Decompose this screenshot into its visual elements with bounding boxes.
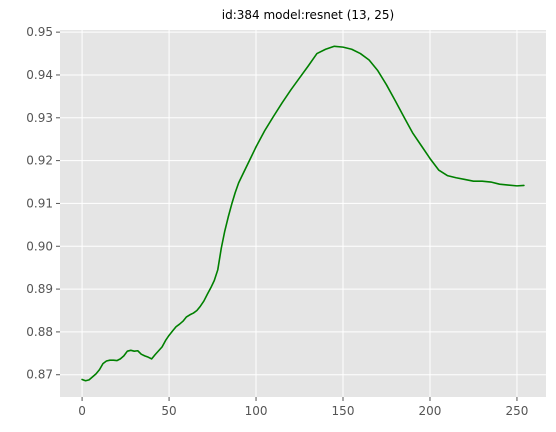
x-tick-label: 250 [505,404,528,418]
y-tick-label: 0.92 [26,154,53,168]
y-axis: 0.87 0.88 0.89 0.90 0.91 0.92 0.93 0.94 0.95 [26,25,60,382]
series-line [81,45,525,382]
y-tick-label: 0.94 [26,68,53,82]
x-tick-label: 0 [78,404,86,418]
y-tick-label: 0.93 [26,111,53,125]
y-tick-label: 0.88 [26,325,53,339]
series-layer [81,45,525,382]
x-tick-label: 200 [419,404,442,418]
x-tick-label: 100 [245,404,268,418]
y-tick-label: 0.91 [26,196,53,210]
chart-title: id:384 model:resnet (13, 25) [222,8,394,22]
x-axis: 0 50 100 150 200 250 [78,397,528,418]
y-tick-label: 0.90 [26,239,53,253]
grid [60,30,546,397]
y-tick-label: 0.95 [26,25,53,39]
plot-area [60,30,546,397]
y-tick-label: 0.89 [26,282,53,296]
x-tick-label: 50 [161,404,176,418]
y-tick-label: 0.87 [26,368,53,382]
x-tick-label: 150 [332,404,355,418]
